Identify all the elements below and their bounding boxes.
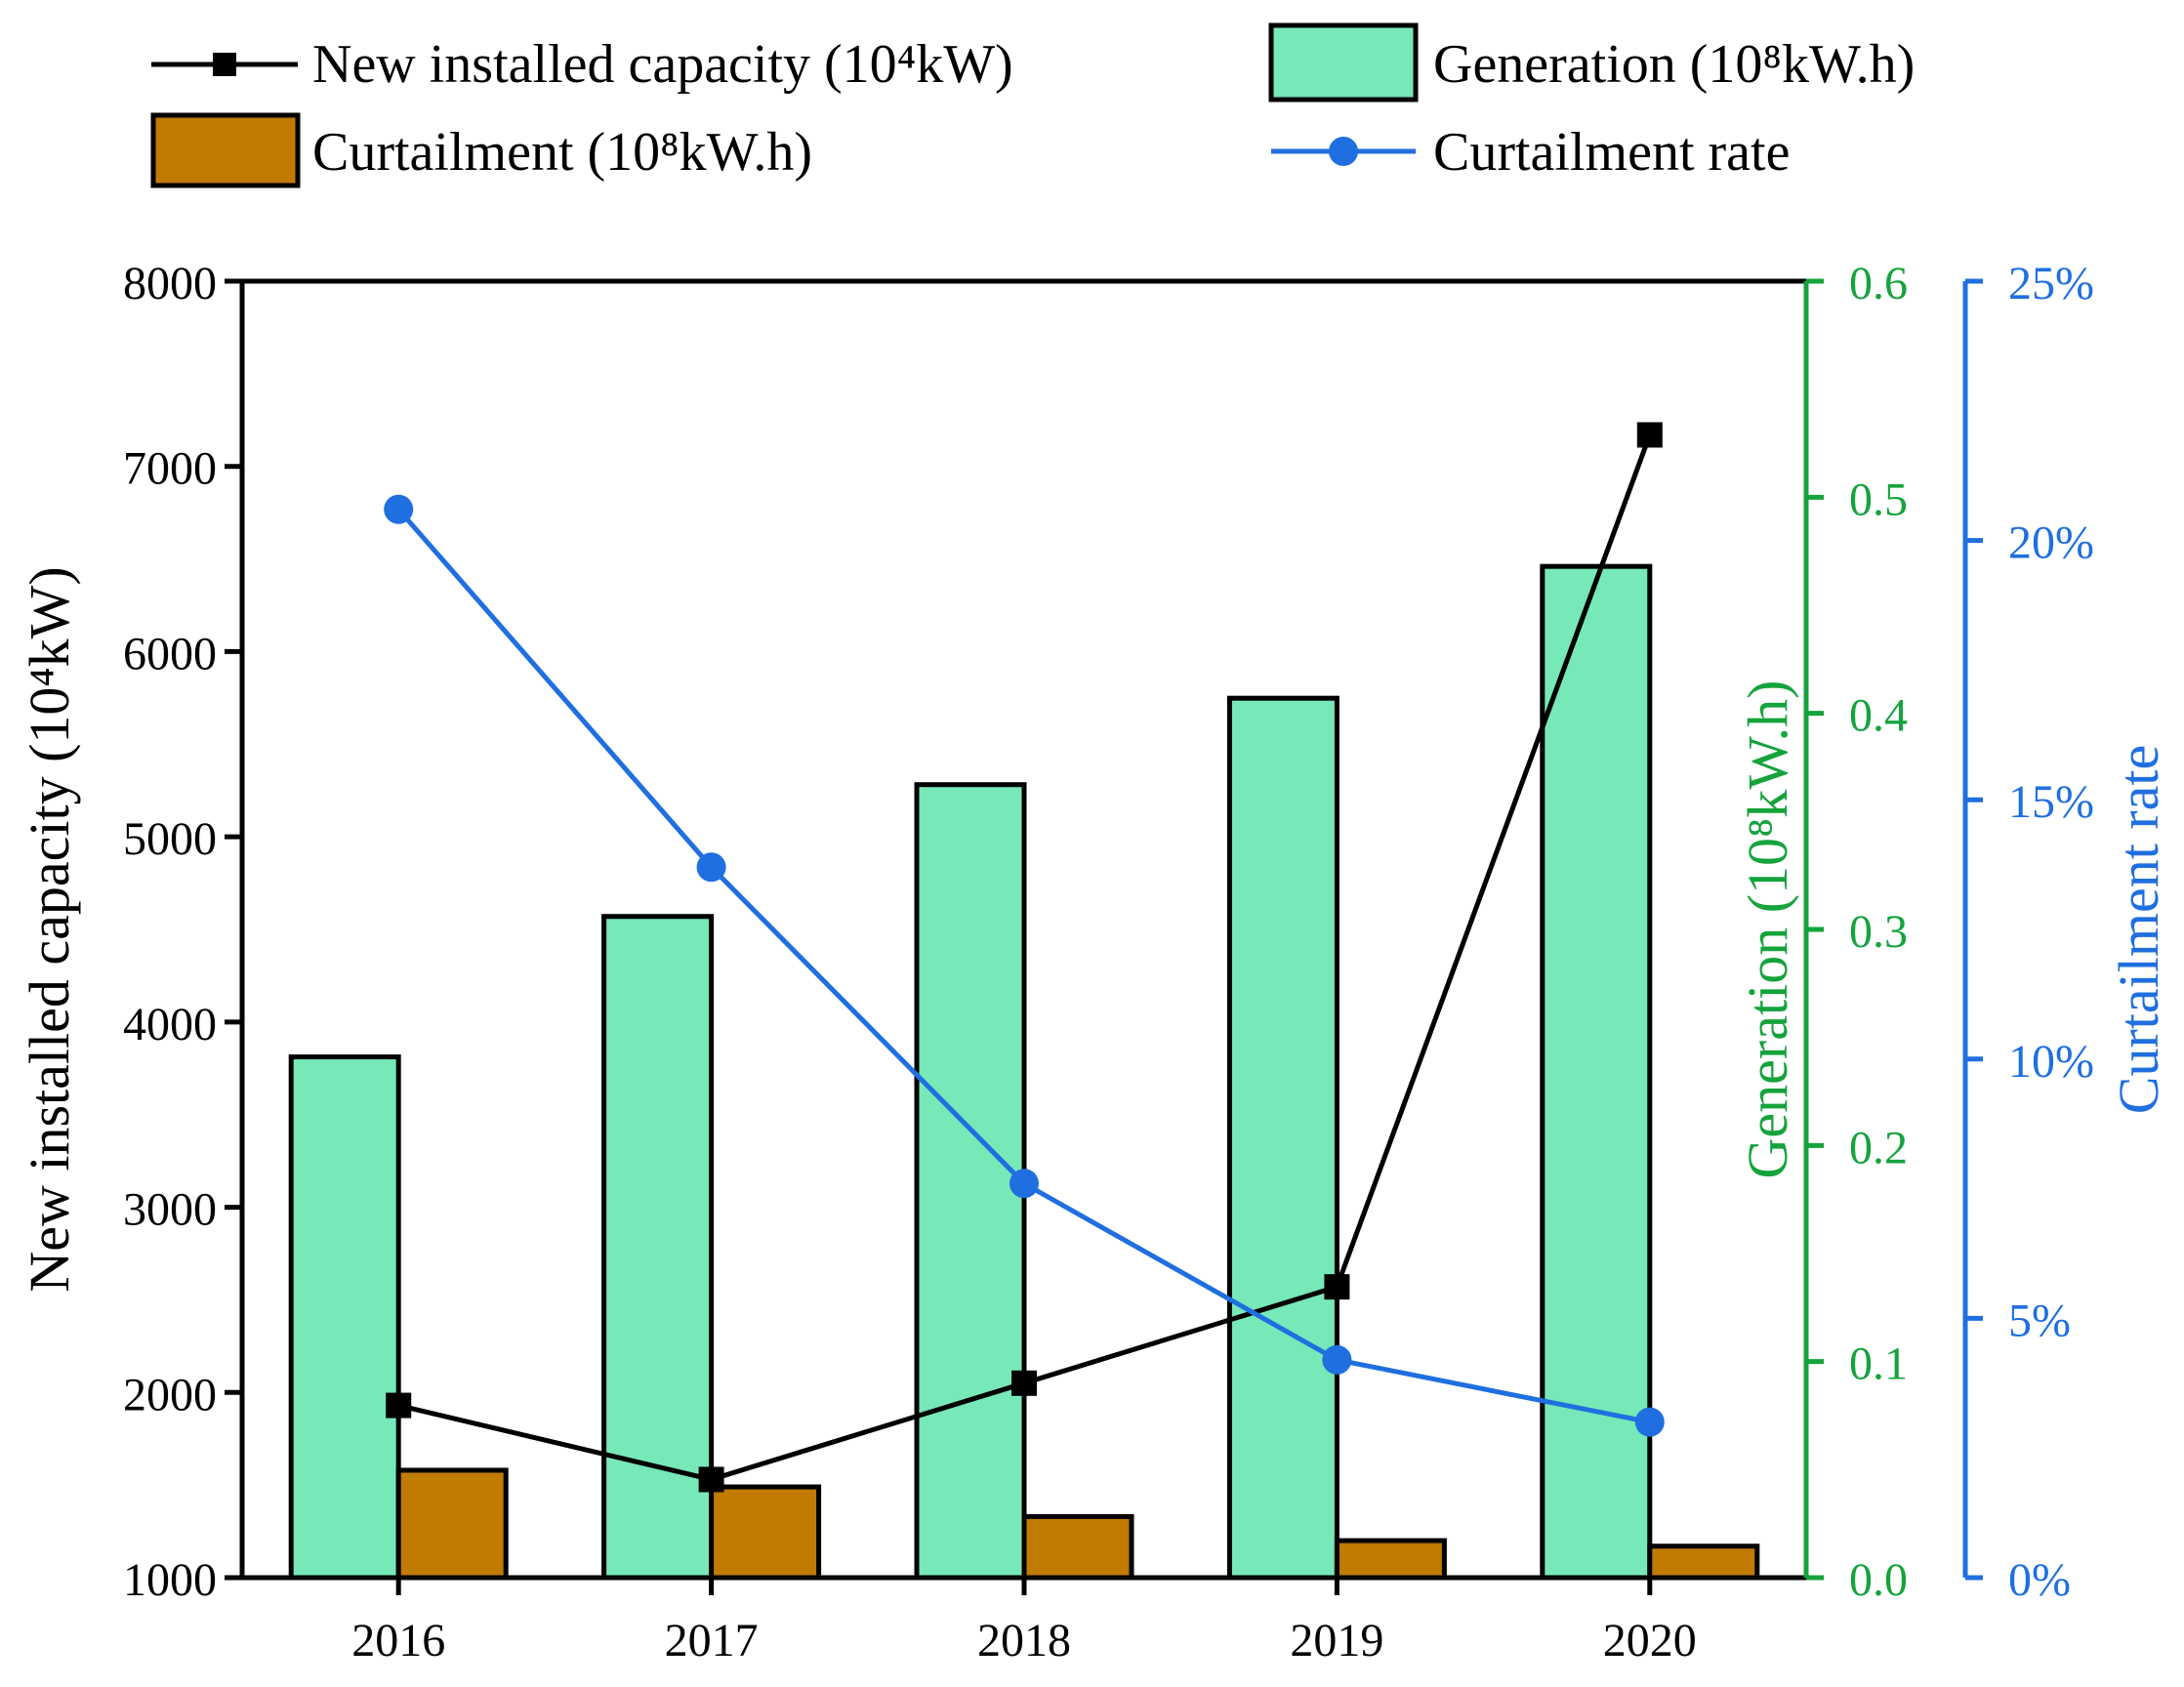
left-tick-label: 8000: [123, 258, 217, 309]
rate-marker-2020: [1634, 1407, 1665, 1437]
rate-marker-2019: [1322, 1344, 1352, 1375]
lines-layer: [384, 422, 1665, 1493]
generation-tick-label: 0.1: [1849, 1338, 1908, 1390]
rate-tick-label: 5%: [2008, 1295, 2071, 1346]
rate-marker-2018: [1010, 1169, 1039, 1199]
x-axis-ticks: 2016 2017 2018 2019 2020: [351, 1578, 1697, 1666]
legend-rate-label: Curtailment rate: [1433, 122, 1790, 183]
rate-tick-label: 10%: [2008, 1036, 2094, 1088]
legend-entry-capacity: New installed capacity (10⁴kW): [151, 34, 1013, 95]
rate-tick-label: 15%: [2008, 776, 2094, 828]
legend-generation-label: Generation (10⁸kW.h): [1433, 34, 1915, 95]
rate-tick-label: 0%: [2008, 1554, 2071, 1606]
legend-curtailment-swatch: [150, 112, 301, 188]
rate-tick-label: 25%: [2008, 258, 2094, 309]
legend-entry-generation: Generation (10⁸kW.h): [1268, 22, 1915, 103]
generation-tick-label: 0.6: [1849, 258, 1908, 309]
generation-bar-2016: [288, 1054, 401, 1581]
x-tick-label-2016: 2016: [351, 1615, 445, 1666]
curtailment-bar-2017: [709, 1484, 822, 1581]
generation-tick-label: 0.2: [1849, 1122, 1908, 1173]
capacity-marker-2020: [1636, 422, 1663, 448]
x-tick-label-2019: 2019: [1290, 1615, 1383, 1666]
left-tick-label: 4000: [123, 999, 217, 1050]
legend-generation-swatch: [1268, 22, 1419, 103]
x-tick-label-2017: 2017: [665, 1615, 759, 1666]
generation-axis-ticks: 0.0 0.1 0.2 0.3 0.4 0.5 0.6: [1806, 258, 1908, 1606]
generation-tick-label: 0.0: [1849, 1554, 1908, 1606]
curtailment-bar-2018: [1021, 1513, 1134, 1581]
left-tick-label: 3000: [123, 1184, 217, 1236]
generation-bar-2019: [1226, 695, 1339, 1581]
rate-marker-2016: [384, 494, 414, 524]
generation-bar-2017: [601, 914, 715, 1581]
x-tick-label-2018: 2018: [977, 1615, 1071, 1666]
capacity-marker-2019: [1324, 1274, 1350, 1300]
left-tick-label: 5000: [123, 813, 217, 865]
generation-bar-2020: [1540, 563, 1653, 1581]
curtailment-bar-2016: [395, 1467, 509, 1581]
generation-axis-title: Generation (10⁸kW.h): [1736, 680, 1799, 1179]
plot-frame: [239, 278, 1968, 1581]
generation-bar-2018: [914, 782, 1027, 1581]
generation-tick-label: 0.3: [1849, 906, 1908, 958]
rate-axis-title: Curtailment rate: [2107, 745, 2170, 1114]
capacity-marker-2018: [1011, 1370, 1037, 1396]
left-tick-label: 1000: [123, 1554, 217, 1606]
curtailment-bar-2020: [1647, 1543, 1760, 1581]
legend-capacity-label: New installed capacity (10⁴kW): [312, 34, 1013, 95]
legend: New installed capacity (10⁴kW) Generatio…: [150, 22, 1915, 188]
capacity-marker-2016: [386, 1392, 412, 1419]
legend-rate-marker: [1329, 137, 1358, 166]
rate-axis-ticks: 0% 5% 10% 15% 20% 25%: [1965, 258, 2094, 1606]
left-tick-label: 6000: [123, 628, 217, 679]
rate-marker-2017: [696, 852, 726, 883]
legend-capacity-marker: [213, 53, 236, 76]
rate-tick-label: 20%: [2008, 517, 2094, 569]
legend-entry-curtailment: Curtailment (10⁸kW.h): [150, 112, 812, 188]
left-tick-label: 7000: [123, 443, 217, 495]
x-tick-label-2020: 2020: [1603, 1615, 1697, 1666]
left-axis-title: New installed capacity (10⁴kW): [18, 566, 81, 1292]
legend-curtailment-label: Curtailment (10⁸kW.h): [312, 122, 812, 183]
left-axis-ticks: 1000 2000 3000 4000 5000 6000 7000 8000: [123, 258, 242, 1606]
legend-entry-rate: Curtailment rate: [1271, 122, 1790, 183]
generation-tick-label: 0.4: [1849, 690, 1908, 742]
capacity-marker-2017: [698, 1466, 724, 1493]
generation-tick-label: 0.5: [1849, 473, 1908, 525]
bars-layer: [288, 563, 1760, 1581]
curtailment-bar-2019: [1334, 1538, 1447, 1581]
left-tick-label: 2000: [123, 1369, 217, 1420]
